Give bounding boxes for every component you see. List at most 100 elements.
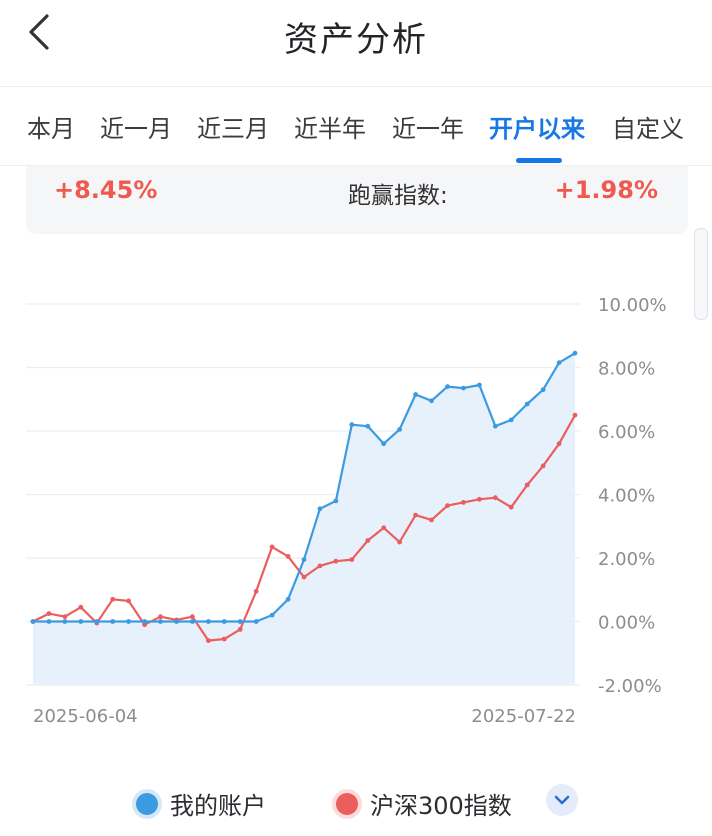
data-point-account: [126, 619, 131, 624]
legend-item-account[interactable]: 我的账户: [136, 786, 266, 821]
data-point-index: [253, 588, 259, 594]
tab-last-half-year[interactable]: 近半年: [294, 115, 366, 143]
data-point-index: [158, 614, 163, 620]
data-point-account: [413, 392, 418, 397]
excess-return-label: 跑赢指数:: [348, 183, 448, 209]
data-point-account: [94, 619, 100, 624]
tab-custom[interactable]: 自定义: [612, 115, 684, 143]
data-point-index: [524, 482, 530, 488]
legend-label-index: 沪深300指数: [370, 792, 512, 820]
excess-return-value: +1.98%: [554, 176, 658, 204]
active-tab-indicator: [516, 158, 562, 163]
data-point-account: [556, 360, 562, 366]
data-point-index: [381, 525, 387, 531]
y-tick-label: 6.00%: [598, 422, 655, 443]
data-point-account: [317, 506, 323, 512]
tab-last-month[interactable]: 近一月: [100, 115, 172, 143]
data-point-index: [301, 574, 307, 580]
data-point-index: [540, 463, 546, 469]
chart-legend: 我的账户 沪深300指数: [0, 780, 712, 824]
page-title: 资产分析: [284, 20, 428, 60]
legend-dot-account: [136, 792, 158, 815]
y-tick-label: 4.00%: [598, 486, 655, 507]
data-point-index: [413, 512, 418, 518]
data-point-account: [221, 619, 227, 624]
y-tick-label: 0.00%: [598, 613, 655, 634]
data-point-index: [365, 538, 371, 543]
data-point-account: [110, 619, 116, 624]
legend-expand-button[interactable]: [546, 784, 578, 816]
data-point-index: [285, 554, 291, 559]
data-point-index: [206, 638, 211, 643]
data-point-account: [508, 417, 514, 423]
legend-label-account: 我的账户: [170, 792, 266, 820]
data-point-account: [301, 557, 307, 562]
data-point-account: [381, 441, 387, 447]
x-tick-label-start: 2025-06-04: [33, 706, 138, 727]
data-point-account: [461, 385, 466, 391]
data-point-index: [508, 504, 514, 510]
navigation-bar: 资产分析: [0, 0, 712, 87]
data-point-account: [492, 423, 498, 429]
data-point-index: [237, 627, 243, 632]
data-point-account: [397, 427, 402, 432]
data-point-index: [126, 598, 131, 604]
account-return-value: +8.45%: [54, 176, 158, 204]
legend-dot-index: [336, 792, 358, 815]
data-point-index: [492, 495, 498, 501]
account-area-fill: [33, 353, 575, 685]
data-point-account: [333, 498, 339, 504]
data-point-account: [429, 398, 434, 404]
data-point-account: [349, 422, 355, 428]
y-tick-label: 2.00%: [598, 549, 655, 570]
data-point-account: [365, 423, 371, 429]
data-point-account: [540, 387, 546, 393]
data-point-index: [461, 500, 466, 505]
data-point-account: [237, 619, 243, 624]
chevron-down-icon: [554, 795, 570, 805]
back-button[interactable]: [18, 10, 62, 54]
data-point-index: [397, 539, 402, 545]
tab-last-year[interactable]: 近一年: [392, 115, 464, 143]
tab-last-three-months[interactable]: 近三月: [197, 115, 269, 143]
data-point-account: [269, 612, 275, 618]
data-point-account: [477, 382, 482, 388]
data-point-index: [78, 604, 84, 610]
data-point-index: [333, 558, 339, 564]
data-point-account: [142, 619, 148, 624]
y-tick-label: 10.00%: [598, 295, 667, 316]
data-point-account: [190, 619, 195, 624]
data-point-account: [253, 619, 259, 624]
data-point-index: [269, 544, 275, 550]
data-point-index: [62, 614, 68, 620]
period-tabs: 本月 近一月 近三月 近半年 近一年 开户以来 自定义: [0, 87, 712, 166]
return-chart: 10.00% 8.00% 6.00% 4.00% 2.00% 0.00% -2.00% 202…: [0, 240, 712, 740]
data-point-index: [190, 614, 195, 620]
data-point-index: [477, 496, 482, 502]
data-point-index: [572, 412, 578, 418]
data-point-account: [572, 350, 578, 356]
data-point-index: [317, 563, 323, 569]
y-tick-label: -2.00%: [598, 676, 662, 697]
tab-since-opening[interactable]: 开户以来: [489, 115, 585, 143]
data-point-index: [556, 441, 562, 447]
data-point-account: [285, 596, 291, 602]
scrollbar[interactable]: [694, 228, 708, 320]
data-point-index: [46, 611, 52, 616]
data-point-account: [206, 619, 211, 624]
chevron-left-icon: [29, 14, 49, 50]
tab-this-month[interactable]: 本月: [27, 115, 75, 143]
data-point-index: [110, 596, 116, 602]
data-point-index: [429, 517, 434, 523]
legend-item-index[interactable]: 沪深300指数: [336, 786, 512, 821]
data-point-account: [158, 619, 163, 624]
data-point-account: [30, 619, 36, 624]
return-chart-svg: 10.00% 8.00% 6.00% 4.00% 2.00% 0.00% -2.00% 202…: [26, 295, 667, 727]
return-summary-card: +8.45% 跑赢指数: +1.98%: [26, 166, 688, 234]
data-point-account: [174, 619, 179, 624]
data-point-index: [445, 503, 450, 508]
data-point-account: [62, 619, 68, 624]
x-tick-label-end: 2025-07-22: [471, 706, 576, 727]
data-point-index: [349, 557, 355, 562]
